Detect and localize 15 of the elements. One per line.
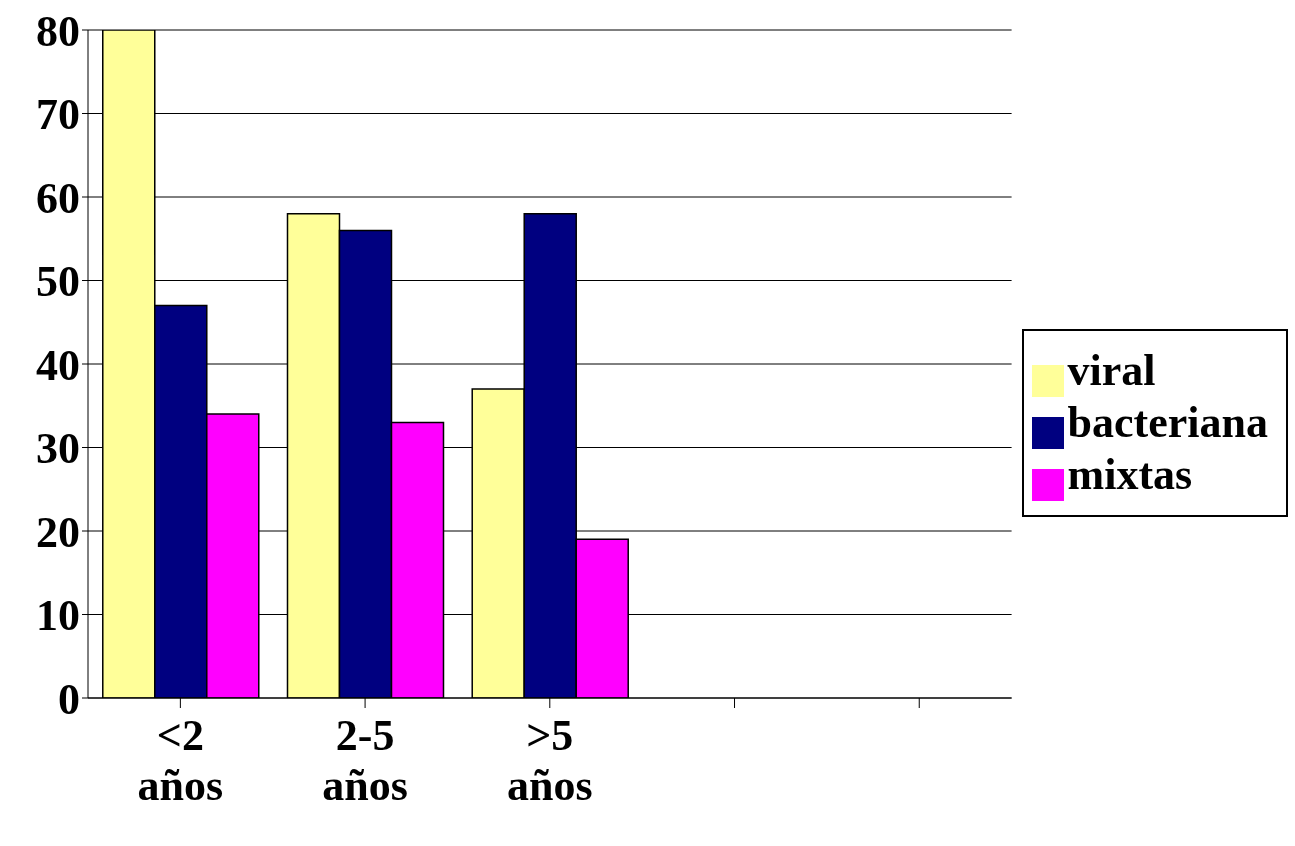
y-tick-label: 70 xyxy=(36,90,80,140)
x-tick-label: 2-5 años xyxy=(322,711,408,810)
y-tick-label: 60 xyxy=(36,173,80,223)
y-tick-label: 20 xyxy=(36,507,80,557)
legend-label: mixtas xyxy=(1067,450,1193,500)
x-tick-label: <2 años xyxy=(137,711,224,810)
x-tick-label: >5 años xyxy=(507,711,593,810)
legend-label: bacteriana xyxy=(1067,397,1268,447)
legend-label: viral xyxy=(1067,345,1156,395)
y-tick-label: 10 xyxy=(36,591,80,641)
y-tick-label: 80 xyxy=(36,6,80,56)
y-tick-label: 50 xyxy=(36,257,80,307)
y-tick-label: 30 xyxy=(36,424,80,474)
y-tick-label: 40 xyxy=(36,340,80,390)
y-tick-label: 0 xyxy=(58,674,80,724)
